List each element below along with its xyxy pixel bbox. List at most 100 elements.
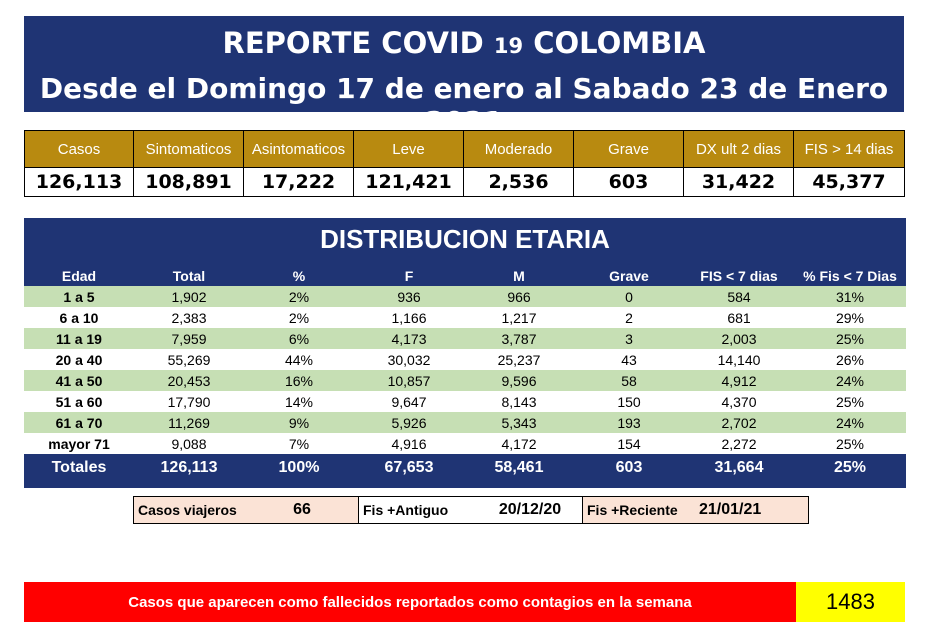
column-header: % Fis < 7 Dias bbox=[803, 268, 897, 284]
data-cell: 4,370 bbox=[684, 391, 794, 412]
summary-value-cell: 2,536 bbox=[463, 167, 574, 197]
totals-label: Totales bbox=[51, 458, 107, 476]
summary-table: Casos Sintomaticos Asintomaticos Leve Mo… bbox=[24, 130, 905, 197]
data-cell: 2,272 bbox=[684, 433, 794, 454]
summary-value-row: 126,113 108,891 17,222 121,421 2,536 603… bbox=[24, 167, 905, 197]
column-header: Total bbox=[172, 268, 206, 284]
report-subtitle: Desde el Domingo 17 de enero al Sabado 2… bbox=[39, 72, 889, 138]
data-cell: 8,143 bbox=[464, 391, 574, 412]
summary-value-cell: 603 bbox=[573, 167, 684, 197]
table-header-row: Edad Total % F M Grave FIS < 7 dias % Fi… bbox=[24, 266, 906, 286]
title-part-2: 19 bbox=[493, 34, 524, 58]
data-cell: 2% bbox=[244, 286, 354, 307]
data-cell: 30,032 bbox=[354, 349, 464, 370]
data-cell: 9,647 bbox=[354, 391, 464, 412]
summary-header-cell: Grave bbox=[573, 130, 684, 168]
column-header: FIS < 7 dias bbox=[700, 268, 778, 284]
data-cell: 0 bbox=[574, 286, 684, 307]
deaths-count: 1483 bbox=[796, 582, 905, 622]
data-cell: 14,140 bbox=[684, 349, 794, 370]
age-cell: 6 a 10 bbox=[24, 307, 134, 328]
data-cell: 2,702 bbox=[684, 412, 794, 433]
summary-value-cell: 121,421 bbox=[353, 167, 464, 197]
age-distribution-title: DISTRIBUCION ETARIA bbox=[320, 224, 610, 254]
totals-cell: 67,653 bbox=[384, 458, 434, 476]
report-title-banner: REPORTE COVID 19 COLOMBIA Desde el Domin… bbox=[24, 16, 904, 138]
data-cell: 16% bbox=[244, 370, 354, 391]
summary-header-cell: Moderado bbox=[463, 130, 574, 168]
data-cell: 3 bbox=[574, 328, 684, 349]
age-cell: 51 a 60 bbox=[24, 391, 134, 412]
table-row: 6 a 10 2,383 2% 1,166 1,217 2 681 29% bbox=[24, 307, 906, 328]
travelers-value: 66 bbox=[246, 497, 358, 523]
latest-fis-value: 21/01/21 bbox=[699, 497, 808, 523]
data-cell: 24% bbox=[794, 370, 906, 391]
table-row: 51 a 60 17,790 14% 9,647 8,143 150 4,370… bbox=[24, 391, 906, 412]
data-cell: 7,959 bbox=[134, 328, 244, 349]
column-header: Edad bbox=[61, 268, 97, 284]
summary-header-cell: Asintomaticos bbox=[243, 130, 354, 168]
table-row: 41 a 50 20,453 16% 10,857 9,596 58 4,912… bbox=[24, 370, 906, 391]
summary-value-cell: 126,113 bbox=[24, 167, 134, 197]
table-row: 11 a 19 7,959 6% 4,173 3,787 3 2,003 25% bbox=[24, 328, 906, 349]
data-cell: 4,916 bbox=[354, 433, 464, 454]
totals-cell: 126,113 bbox=[160, 458, 218, 476]
data-cell: 25,237 bbox=[464, 349, 574, 370]
summary-value-cell: 45,377 bbox=[793, 167, 905, 197]
data-cell: 2,003 bbox=[684, 328, 794, 349]
age-cell: 11 a 19 bbox=[24, 328, 134, 349]
latest-fis-label: Fis +Reciente bbox=[582, 497, 699, 523]
age-cell: 41 a 50 bbox=[24, 370, 134, 391]
data-cell: 29% bbox=[794, 307, 906, 328]
info-strip: Casos viajeros 66 Fis +Antiguo 20/12/20 … bbox=[133, 496, 809, 524]
data-cell: 9,596 bbox=[464, 370, 574, 391]
data-cell: 11,269 bbox=[134, 412, 244, 433]
data-cell: 966 bbox=[464, 286, 574, 307]
summary-value-cell: 108,891 bbox=[133, 167, 244, 197]
data-cell: 31% bbox=[794, 286, 906, 307]
data-cell: 17,790 bbox=[134, 391, 244, 412]
data-cell: 936 bbox=[354, 286, 464, 307]
data-cell: 4,912 bbox=[684, 370, 794, 391]
totals-cell: 603 bbox=[615, 458, 643, 476]
report-title: REPORTE COVID 19 COLOMBIA bbox=[24, 26, 904, 60]
data-cell: 4,172 bbox=[464, 433, 574, 454]
age-cell: 20 a 40 bbox=[24, 349, 134, 370]
table-row: 20 a 40 55,269 44% 30,032 25,237 43 14,1… bbox=[24, 349, 906, 370]
data-cell: 20,453 bbox=[134, 370, 244, 391]
age-distribution-table: Edad Total % F M Grave FIS < 7 dias % Fi… bbox=[24, 266, 906, 481]
data-cell: 2 bbox=[574, 307, 684, 328]
title-part-3: COLOMBIA bbox=[533, 26, 706, 60]
data-cell: 14% bbox=[244, 391, 354, 412]
summary-header-cell: DX ult 2 dias bbox=[683, 130, 794, 168]
data-cell: 681 bbox=[684, 307, 794, 328]
data-cell: 3,787 bbox=[464, 328, 574, 349]
data-cell: 4,173 bbox=[354, 328, 464, 349]
data-cell: 25% bbox=[794, 433, 906, 454]
data-cell: 7% bbox=[244, 433, 354, 454]
totals-row: Totales 126,113 100% 67,653 58,461 603 3… bbox=[24, 454, 906, 481]
column-header: Grave bbox=[609, 268, 649, 284]
summary-header-cell: Leve bbox=[353, 130, 464, 168]
data-cell: 9% bbox=[244, 412, 354, 433]
totals-cell: 58,461 bbox=[494, 458, 544, 476]
data-cell: 150 bbox=[574, 391, 684, 412]
data-cell: 5,343 bbox=[464, 412, 574, 433]
age-cell: 1 a 5 bbox=[24, 286, 134, 307]
data-cell: 26% bbox=[794, 349, 906, 370]
summary-value-cell: 17,222 bbox=[243, 167, 354, 197]
summary-header-cell: FIS > 14 dias bbox=[793, 130, 905, 168]
summary-header-cell: Sintomaticos bbox=[133, 130, 244, 168]
data-cell: 55,269 bbox=[134, 349, 244, 370]
data-cell: 10,857 bbox=[354, 370, 464, 391]
data-cell: 24% bbox=[794, 412, 906, 433]
data-cell: 43 bbox=[574, 349, 684, 370]
totals-cell: 25% bbox=[833, 458, 867, 476]
data-cell: 6% bbox=[244, 328, 354, 349]
column-header: M bbox=[513, 268, 525, 284]
data-cell: 1,217 bbox=[464, 307, 574, 328]
table-row: 1 a 5 1,902 2% 936 966 0 584 31% bbox=[24, 286, 906, 307]
column-header: F bbox=[404, 268, 414, 284]
age-cell: mayor 71 bbox=[24, 433, 134, 454]
summary-header-row: Casos Sintomaticos Asintomaticos Leve Mo… bbox=[24, 130, 905, 168]
